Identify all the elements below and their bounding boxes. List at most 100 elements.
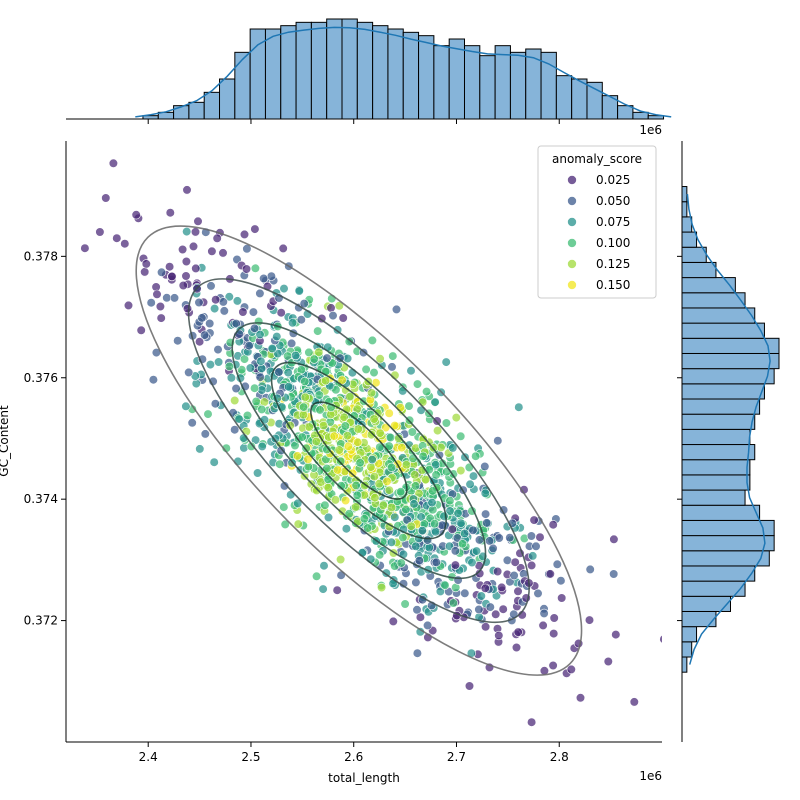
scatter-point bbox=[257, 404, 267, 415]
scatter-point bbox=[441, 357, 451, 367]
y-marginal-bar bbox=[681, 261, 717, 279]
x-marginal-bar bbox=[463, 45, 481, 120]
x-marginal-bar bbox=[356, 21, 374, 120]
scatter-point bbox=[381, 423, 391, 433]
scatter-point bbox=[474, 535, 485, 545]
scatter-point bbox=[333, 465, 343, 475]
x-marginal-bar bbox=[341, 18, 358, 120]
y-marginal-bar bbox=[681, 565, 756, 582]
kde-contour bbox=[310, 401, 408, 500]
scatter-point bbox=[322, 444, 332, 455]
y-marginal-bar bbox=[681, 626, 698, 643]
scatter-point bbox=[246, 441, 256, 452]
x-marginal-bar bbox=[448, 38, 465, 120]
scatter-point bbox=[370, 493, 380, 503]
scatter-point bbox=[423, 535, 433, 545]
scatter-point bbox=[276, 308, 286, 318]
scatter-point bbox=[442, 467, 452, 477]
scatter-point bbox=[293, 519, 303, 529]
scatter-point bbox=[218, 248, 228, 258]
legend-label: 0.100 bbox=[596, 236, 630, 250]
scatter-point bbox=[200, 330, 210, 340]
y-tick-label: 0.378 bbox=[24, 249, 58, 263]
scatter-point bbox=[528, 551, 538, 561]
scatter-point bbox=[318, 584, 328, 594]
scatter-point bbox=[255, 329, 265, 340]
scatter-point bbox=[297, 432, 307, 442]
scatter-point bbox=[178, 280, 188, 291]
legend-marker bbox=[567, 217, 577, 227]
scatter-point bbox=[445, 496, 455, 506]
scatter-point bbox=[629, 697, 639, 707]
scatter-point bbox=[353, 437, 363, 447]
scatter-point bbox=[340, 421, 350, 431]
scatter-point bbox=[363, 523, 373, 533]
scatter-point bbox=[384, 485, 394, 495]
scatter-point bbox=[457, 539, 468, 549]
scatter-point bbox=[538, 620, 548, 631]
scatter-point bbox=[391, 304, 402, 315]
legend-label: 0.075 bbox=[596, 215, 630, 229]
scatter-point bbox=[322, 353, 332, 363]
scatter-point bbox=[514, 402, 524, 412]
scatter-point bbox=[448, 598, 459, 608]
scatter-point bbox=[447, 524, 457, 534]
scatter-point bbox=[181, 401, 191, 411]
scatter-point bbox=[191, 263, 201, 274]
scatter-point bbox=[418, 451, 428, 461]
scatter-point bbox=[112, 233, 122, 243]
scatter-point bbox=[191, 379, 201, 389]
scatter-point bbox=[411, 481, 421, 491]
scatter-point bbox=[167, 271, 177, 282]
y-tick-label: 0.372 bbox=[24, 614, 58, 628]
y-marginal-bar bbox=[681, 277, 736, 294]
scatter-point bbox=[312, 571, 322, 581]
scatter-point bbox=[494, 630, 504, 641]
scatter-point bbox=[611, 629, 621, 640]
scatter-point bbox=[188, 241, 199, 251]
scatter-point bbox=[533, 588, 543, 599]
scatter-point bbox=[494, 533, 504, 543]
scatter-point bbox=[338, 313, 348, 323]
scatter-point bbox=[250, 263, 260, 273]
scatter-point bbox=[165, 262, 175, 272]
scatter-point bbox=[173, 336, 183, 346]
scatter-point bbox=[359, 514, 370, 524]
scatter-point bbox=[155, 301, 165, 312]
legend: anomaly_score 0.0250.0500.0750.1000.1250… bbox=[537, 145, 657, 299]
scatter-point bbox=[299, 299, 309, 309]
scatter-point bbox=[276, 446, 286, 456]
scatter-point bbox=[421, 475, 431, 485]
scatter-point bbox=[278, 243, 288, 253]
legend-entries: 0.025 0.050 0.075 0.100 0.125 0.150 bbox=[567, 173, 630, 292]
scatter-point bbox=[526, 531, 537, 541]
scatter-point bbox=[182, 227, 192, 237]
y-marginal-bar bbox=[681, 610, 717, 628]
scatter-point bbox=[366, 462, 376, 472]
scatter-point bbox=[231, 383, 241, 394]
scatter-point bbox=[353, 424, 363, 434]
scatter-point bbox=[291, 350, 301, 361]
scatter-point bbox=[509, 570, 519, 581]
scatter-point bbox=[585, 564, 595, 575]
y-marginal-bar bbox=[681, 292, 746, 309]
scatter-point bbox=[219, 306, 229, 316]
scatter-point bbox=[244, 341, 254, 351]
scatter-point bbox=[347, 368, 358, 378]
x-marginal-bar bbox=[280, 25, 297, 120]
scatter-point bbox=[250, 383, 260, 393]
scatter-point bbox=[279, 502, 289, 512]
y-marginal-bar bbox=[681, 186, 688, 203]
scatter-point bbox=[274, 367, 284, 377]
scatter-point bbox=[513, 627, 523, 637]
kde-contour bbox=[270, 361, 447, 540]
scatter-point bbox=[341, 495, 351, 506]
scatter-point bbox=[323, 512, 334, 523]
scatter-point bbox=[211, 295, 221, 305]
scatter-point bbox=[206, 281, 216, 291]
scatter-point bbox=[440, 580, 450, 590]
scatter-point bbox=[326, 303, 336, 313]
x-marginal-bar bbox=[571, 78, 588, 120]
scatter-point bbox=[351, 502, 361, 512]
scatter-point bbox=[367, 455, 377, 465]
